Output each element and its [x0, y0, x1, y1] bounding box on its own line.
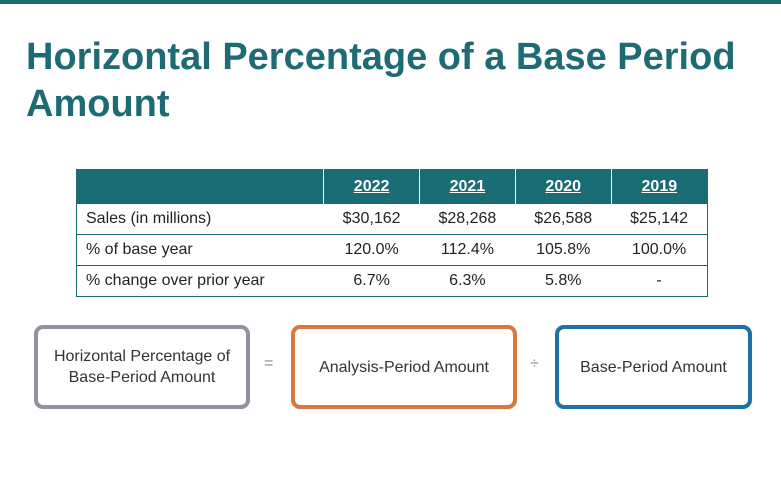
formula-numerator-box: Analysis-Period Amount [291, 325, 517, 409]
divide-sign: ÷ [530, 355, 539, 372]
equals-sign: = [264, 355, 274, 372]
row-label: % of base year [76, 234, 324, 266]
table-cell: $25,142 [611, 203, 708, 235]
table-row: % change over prior year 6.7% 6.3% 5.8% … [76, 265, 708, 297]
formula-denominator-label: Base-Period Amount [580, 358, 727, 376]
header-2021: 2021 [419, 169, 516, 204]
table-cell: 5.8% [515, 265, 612, 297]
formula-numerator-label: Analysis-Period Amount [319, 358, 489, 376]
row-label: % change over prior year [76, 265, 324, 297]
table-cell: 120.0% [323, 234, 420, 266]
formula-denominator-box: Base-Period Amount [555, 325, 752, 409]
table-cell: - [611, 265, 708, 297]
table-cell: 100.0% [611, 234, 708, 266]
table-header-row: 2022 2021 2020 2019 [76, 169, 708, 204]
table-row: % of base year 120.0% 112.4% 105.8% 100.… [76, 234, 708, 266]
top-accent-bar [0, 0, 781, 4]
header-2022: 2022 [323, 169, 420, 204]
page-title: Horizontal Percentage of a Base Period A… [26, 36, 736, 125]
header-corner [76, 169, 325, 204]
header-2019: 2019 [611, 169, 708, 204]
table-row: Sales (in millions) $30,162 $28,268 $26,… [76, 203, 708, 235]
table-cell: 105.8% [515, 234, 612, 266]
row-label: Sales (in millions) [76, 203, 324, 235]
table-cell: $28,268 [419, 203, 516, 235]
formula-result-box: Horizontal Percentage of Base-Period Amo… [34, 325, 250, 409]
table-cell: 6.3% [419, 265, 516, 297]
table-cell: $26,588 [515, 203, 612, 235]
table-cell: 112.4% [419, 234, 516, 266]
formula-result-label: Horizontal Percentage of Base-Period Amo… [53, 348, 231, 386]
sales-table: 2022 2021 2020 2019 Sales (in millions) … [76, 169, 708, 297]
table-cell: $30,162 [323, 203, 420, 235]
header-2020: 2020 [515, 169, 612, 204]
table-cell: 6.7% [323, 265, 420, 297]
